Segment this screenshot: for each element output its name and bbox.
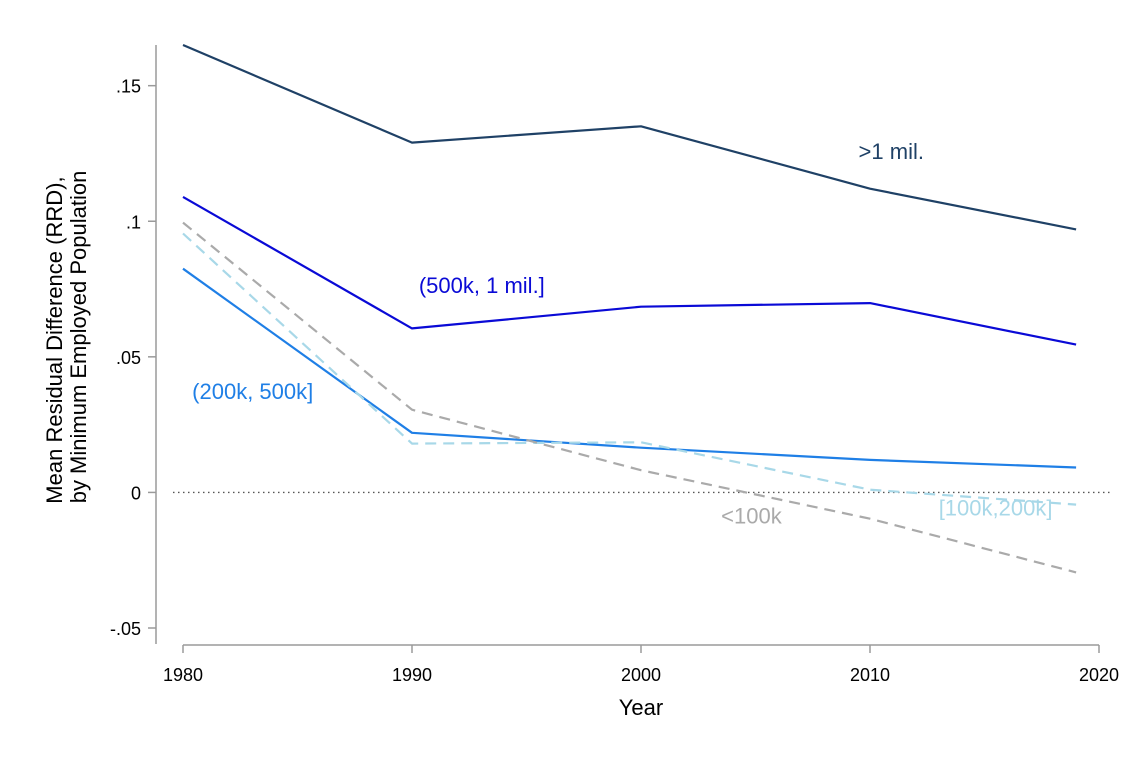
- y-axis-label: Mean Residual Difference (RRD), by Minim…: [42, 170, 91, 503]
- series-label-200k500k: (200k, 500k]: [192, 379, 313, 404]
- x-tick-label: 1980: [163, 665, 203, 685]
- series-line-500k1mil: [182, 195, 1077, 346]
- y-tick-label: .1: [126, 212, 141, 232]
- series-label-500k1mil: (500k, 1 mil.]: [419, 273, 545, 298]
- y-tick-label: -.05: [110, 619, 141, 639]
- series-line-100k200k: [182, 232, 1077, 506]
- x-axis-label: Year: [619, 695, 663, 720]
- series-labels: >1 mil. (500k, 1 mil.] (200k, 500k] [100k,2…: [192, 139, 1052, 529]
- series-line-lt100k: [182, 221, 1077, 574]
- x-tick-label: 2000: [621, 665, 661, 685]
- y-axis-label-line-2: by Minimum Employed Population: [66, 171, 91, 504]
- series-label-100k200k: [100k,200k]: [939, 495, 1053, 520]
- series-lines: [182, 43, 1077, 574]
- y-tick-label: .15: [116, 77, 141, 97]
- y-axis-label-line-1: Mean Residual Difference (RRD),: [42, 176, 67, 503]
- series-label-gt1mil: >1 mil.: [859, 139, 924, 164]
- series-label-lt100k: <100k: [721, 504, 783, 529]
- axes: -.05 0 .05 .1 .15 1980 1990 2000 2010 2020: [110, 45, 1119, 685]
- series-line-gt1mil: [182, 43, 1077, 231]
- x-tick-label: 2010: [850, 665, 890, 685]
- x-tick-label: 2020: [1079, 665, 1119, 685]
- y-tick-label: .05: [116, 348, 141, 368]
- y-tick-label: 0: [131, 483, 141, 503]
- x-tick-label: 1990: [392, 665, 432, 685]
- series-line-200k500k: [182, 267, 1077, 469]
